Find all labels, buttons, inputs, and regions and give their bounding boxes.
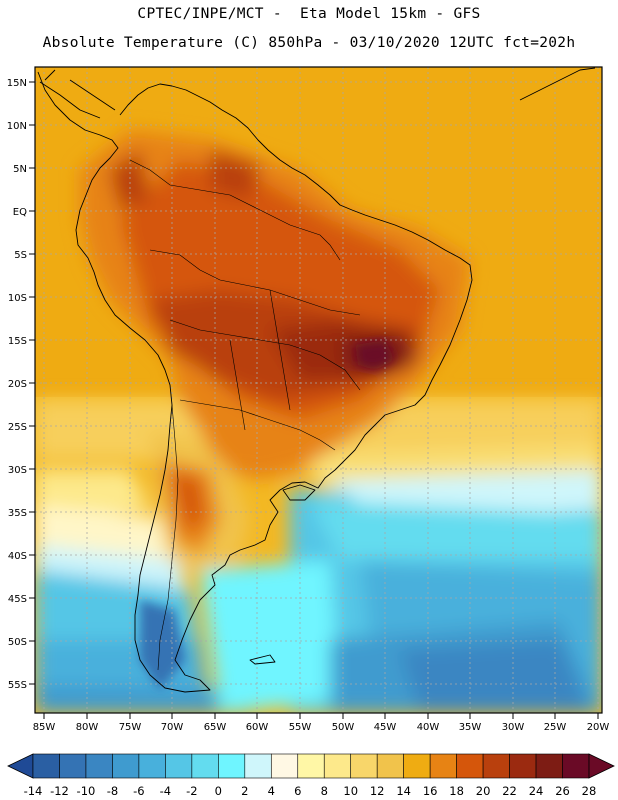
lat-label: 25S xyxy=(8,422,27,433)
colorbar: -14 -12 -10 -8 -6 -4 -2 0 2 4 6 8 10 12 14 16 18 20 22 24 26… xyxy=(7,753,615,798)
colorbar-label: 26 xyxy=(555,784,570,798)
lon-label: 75W xyxy=(119,722,142,733)
colorbar-label: -2 xyxy=(186,784,197,798)
colorbar-swatch xyxy=(191,753,219,779)
colorbar-label: -4 xyxy=(160,784,171,798)
colorbar-swatch xyxy=(85,753,113,779)
lat-label: EQ xyxy=(13,207,27,218)
colorbar-swatch xyxy=(562,753,590,779)
lon-label: 30W xyxy=(502,722,525,733)
lat-label: 10N xyxy=(7,121,27,132)
colorbar-swatch xyxy=(376,753,404,779)
colorbar-label: -12 xyxy=(50,784,69,798)
lat-label: 20S xyxy=(8,379,27,390)
lon-label: 55W xyxy=(289,722,312,733)
colorbar-label: 0 xyxy=(215,784,222,798)
colorbar-swatch xyxy=(323,753,352,779)
lon-label: 20W xyxy=(587,722,610,733)
lon-label: 50W xyxy=(332,722,355,733)
lon-label: 65W xyxy=(204,722,227,733)
colorbar-label: 20 xyxy=(476,784,491,798)
colorbar-swatch xyxy=(59,753,87,779)
lon-label: 35W xyxy=(459,722,482,733)
lon-label: 60W xyxy=(246,722,269,733)
lat-label: 15S xyxy=(8,336,27,347)
coastline xyxy=(37,67,596,693)
colorbar-label: 14 xyxy=(396,784,411,798)
colorbar-label: 6 xyxy=(294,784,301,798)
colorbar-swatch xyxy=(165,753,193,779)
colorbar-label: 24 xyxy=(529,784,544,798)
colorbar-swatch xyxy=(138,753,166,779)
lat-label: 55S xyxy=(8,680,27,691)
lon-label: 25W xyxy=(544,722,567,733)
colorbar-label: 22 xyxy=(502,784,517,798)
lon-label: 85W xyxy=(33,722,56,733)
country-borders xyxy=(129,159,361,671)
lat-label: 45S xyxy=(8,594,27,605)
lat-label: 50S xyxy=(8,637,27,648)
colorbar-swatch xyxy=(244,753,272,779)
lat-label: 10S xyxy=(8,293,27,304)
colorbar-label: 28 xyxy=(582,784,597,798)
colorbar-label: 18 xyxy=(449,784,464,798)
lat-label: 15N xyxy=(7,78,27,89)
colorbar-label: -14 xyxy=(24,784,43,798)
lat-label: 35S xyxy=(8,508,27,519)
lat-label: 5N xyxy=(13,164,27,175)
lat-label: 30S xyxy=(8,465,27,476)
lon-label: 80W xyxy=(76,722,99,733)
lat-label: 40S xyxy=(8,551,27,562)
colorbar-label: 16 xyxy=(423,784,438,798)
colorbar-label: -6 xyxy=(133,784,144,798)
colorbar-swatch xyxy=(297,753,325,779)
colorbar-swatch xyxy=(482,753,510,779)
colorbar-label: 2 xyxy=(241,784,248,798)
colorbar-swatch xyxy=(429,753,457,779)
colorbar-label: 4 xyxy=(268,784,275,798)
colorbar-label: 10 xyxy=(343,784,358,798)
colorbar-swatch xyxy=(403,753,431,779)
colorbar-swatch xyxy=(350,753,378,779)
colorbar-swatch xyxy=(112,753,140,779)
temperature-field xyxy=(35,67,602,713)
colorbar-arrow-right xyxy=(588,753,615,779)
colorbar-swatch xyxy=(270,753,299,779)
colorbar-swatch xyxy=(456,753,484,779)
lon-label: 70W xyxy=(161,722,184,733)
lon-label: 40W xyxy=(417,722,440,733)
colorbar-swatch xyxy=(509,753,537,779)
colorbar-swatch xyxy=(32,753,60,779)
colorbar-swatch xyxy=(535,753,563,779)
colorbar-label: 12 xyxy=(370,784,385,798)
title-line-2: Absolute Temperature (C) 850hPa - 03/10/… xyxy=(42,35,576,51)
colorbar-label: -10 xyxy=(77,784,96,798)
title-line-1: CPTEC/INPE/MCT - Eta Model 15km - GFS xyxy=(137,6,481,22)
lat-label: 5S xyxy=(14,250,27,261)
colorbar-label: -8 xyxy=(107,784,118,798)
colorbar-label: 8 xyxy=(321,784,328,798)
colorbar-swatch xyxy=(218,753,246,779)
lon-label: 45W xyxy=(374,722,397,733)
colorbar-arrow-left xyxy=(7,753,34,779)
